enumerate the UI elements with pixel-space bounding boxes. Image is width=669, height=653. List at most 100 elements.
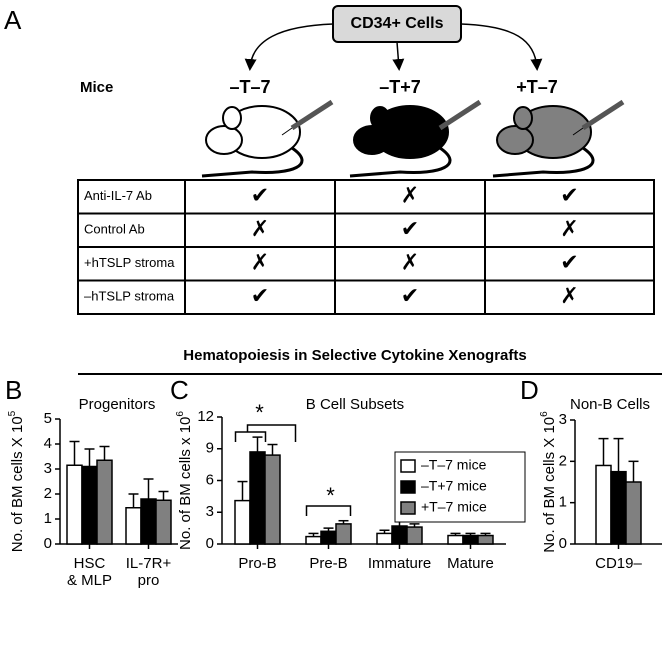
x-tick-label: pro bbox=[138, 572, 160, 589]
legend-label: –T+7 mice bbox=[421, 478, 487, 494]
y-axis-label-exponent: 5 bbox=[7, 410, 18, 416]
syringe bbox=[438, 99, 482, 131]
table-mark: ✗ bbox=[560, 216, 578, 241]
bar bbox=[610, 470, 627, 545]
needle bbox=[572, 127, 584, 136]
mouse-ear bbox=[370, 106, 390, 130]
mouse-tail bbox=[492, 146, 595, 178]
y-tick-label: 1 bbox=[559, 494, 567, 511]
x-tick-label: HSC bbox=[74, 555, 106, 572]
bar bbox=[96, 459, 113, 545]
bar bbox=[234, 499, 251, 545]
chart-title: Non-B Cells bbox=[570, 396, 650, 413]
bar bbox=[391, 525, 408, 545]
group-label: +T–7 bbox=[516, 77, 558, 97]
y-axis-label-exponent: 6 bbox=[539, 411, 550, 417]
needle bbox=[281, 127, 293, 136]
bar bbox=[477, 534, 494, 545]
mouse-head bbox=[353, 125, 391, 155]
table-mark: ✔ bbox=[401, 283, 419, 308]
section-title: Hematopoiesis in Selective Cytokine Xeno… bbox=[183, 347, 526, 364]
x-tick-label: & MLP bbox=[67, 572, 112, 589]
row-label: Anti-IL-7 Ab bbox=[84, 188, 152, 203]
panel-label: B bbox=[5, 375, 22, 405]
x-tick-label: IL-7R+ bbox=[126, 555, 172, 572]
y-tick-label: 2 bbox=[559, 452, 567, 469]
bar bbox=[625, 481, 642, 545]
y-tick-label: 2 bbox=[44, 485, 52, 502]
panel-label: C bbox=[170, 375, 189, 405]
y-tick-label: 0 bbox=[206, 535, 214, 552]
table-mark: ✔ bbox=[560, 250, 578, 275]
table-mark: ✔ bbox=[251, 183, 269, 208]
y-axis-label-text: No. of BM cells x 10 bbox=[177, 417, 194, 550]
y-tick-label: 5 bbox=[44, 410, 52, 427]
mouse-head bbox=[205, 125, 243, 155]
mice-illustrations bbox=[201, 99, 625, 178]
syringe bbox=[290, 99, 334, 131]
x-tick-label: CD19– bbox=[595, 555, 642, 572]
row-label: Control Ab bbox=[84, 222, 145, 237]
bar bbox=[376, 532, 393, 545]
bar bbox=[406, 526, 423, 545]
needle bbox=[429, 127, 441, 136]
y-tick-label: 9 bbox=[206, 440, 214, 457]
row-label: –hTSLP stroma bbox=[84, 289, 175, 304]
significance-mark: * bbox=[326, 483, 335, 508]
bar bbox=[140, 498, 157, 545]
chart-title: Progenitors bbox=[79, 396, 156, 413]
y-axis-label: No. of BM cells x 106 bbox=[175, 411, 194, 550]
bar bbox=[335, 523, 352, 545]
panel-label: D bbox=[520, 375, 539, 405]
significance-bracket bbox=[234, 424, 297, 442]
table-mark: ✗ bbox=[251, 216, 269, 241]
mouse-tail bbox=[349, 146, 452, 178]
y-tick-label: 3 bbox=[206, 503, 214, 520]
bar bbox=[155, 499, 172, 545]
y-tick-label: 0 bbox=[559, 535, 567, 552]
arrow bbox=[244, 23, 334, 71]
bar bbox=[125, 507, 142, 545]
legend-box bbox=[394, 451, 526, 523]
treatment-table: Anti-IL-7 Ab ✔ ✗ ✔ Control Ab ✗ ✔ ✗ +hTSLP strom… bbox=[77, 179, 655, 315]
table-mark: ✔ bbox=[401, 216, 419, 241]
mouse-ear bbox=[222, 106, 242, 130]
arrow bbox=[460, 23, 543, 71]
table-mark: ✗ bbox=[251, 250, 269, 275]
y-axis-label-exponent: 6 bbox=[175, 411, 186, 417]
y-tick-label: 3 bbox=[44, 460, 52, 477]
mouse-tail bbox=[201, 146, 304, 178]
legend-label: –T–7 mice bbox=[421, 457, 487, 473]
y-axis-label: No. of BM cells X 106 bbox=[539, 411, 558, 553]
y-tick-label: 1 bbox=[44, 510, 52, 527]
syringe bbox=[581, 99, 625, 131]
bar bbox=[264, 454, 281, 545]
bar bbox=[462, 534, 479, 545]
x-tick-label: Pre-B bbox=[309, 555, 347, 572]
bar bbox=[249, 451, 266, 545]
bar bbox=[595, 464, 612, 545]
table-mark: ✔ bbox=[251, 283, 269, 308]
table-mark: ✗ bbox=[401, 250, 419, 275]
x-tick-label: Mature bbox=[447, 555, 494, 572]
y-axis-label: No. of BM cells X 105 bbox=[7, 410, 26, 552]
table-mark: ✗ bbox=[401, 183, 419, 208]
bar bbox=[81, 465, 98, 545]
legend-swatch bbox=[400, 501, 416, 515]
bar bbox=[447, 534, 464, 545]
panel-label: A bbox=[4, 5, 22, 35]
y-tick-label: 4 bbox=[44, 435, 52, 452]
x-tick-label: Immature bbox=[368, 555, 431, 572]
y-tick-label: 12 bbox=[197, 408, 214, 425]
row-label: +hTSLP stroma bbox=[84, 255, 175, 270]
y-axis-label-text: No. of BM cells X 10 bbox=[9, 416, 26, 552]
y-axis-label-text: No. of BM cells X 10 bbox=[541, 417, 558, 553]
bar bbox=[320, 530, 337, 545]
y-tick-label: 6 bbox=[206, 471, 214, 488]
group-label: –T+7 bbox=[379, 77, 421, 97]
chart-title: B Cell Subsets bbox=[306, 396, 404, 413]
significance-bracket bbox=[305, 505, 352, 516]
y-tick-label: 0 bbox=[44, 535, 52, 552]
bar bbox=[305, 535, 322, 545]
